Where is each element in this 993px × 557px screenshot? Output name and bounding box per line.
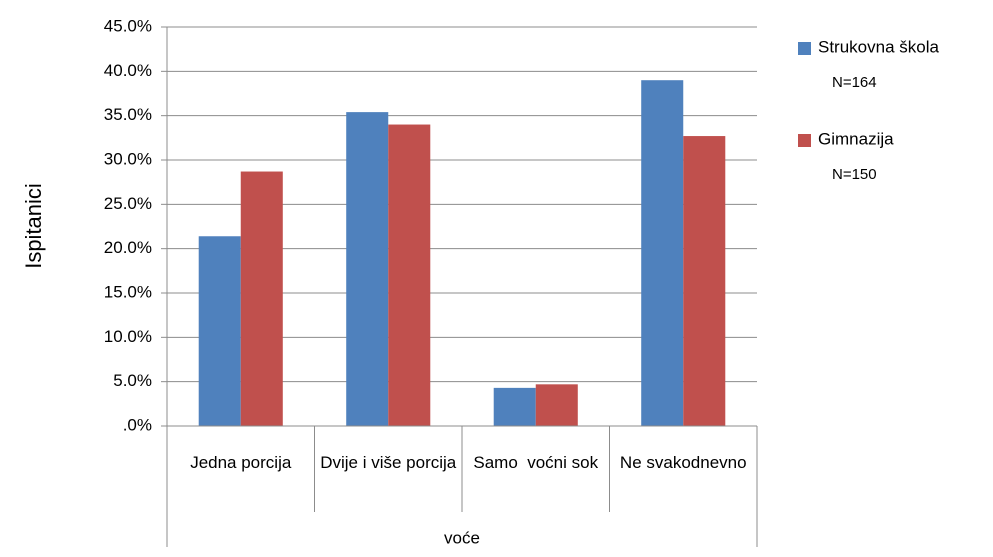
y-tick-label: 15.0% (104, 282, 152, 301)
bar (493, 387, 536, 426)
x-tick-label-box: Jedna porcija (190, 453, 292, 472)
bar (535, 384, 578, 426)
legend-note: N=150 (832, 166, 877, 183)
bar (683, 136, 726, 426)
y-tick-label: .0% (123, 415, 152, 434)
y-tick-label: 5.0% (113, 371, 152, 390)
bar (641, 80, 684, 426)
legend-label: Strukovna škola (818, 37, 939, 56)
bar (198, 236, 241, 426)
y-tick-label: 30.0% (104, 149, 152, 168)
y-tick-label: 10.0% (104, 327, 152, 346)
x-tick-label-box: Samo voćni sok (473, 453, 599, 472)
y-tick-label: 45.0% (104, 16, 152, 35)
x-tick-label-box: Dvije i više porcija (320, 453, 457, 472)
legend-swatch (798, 42, 811, 55)
y-axis-label: Ispitanici (21, 183, 46, 269)
x-tick-label: Ne svakodnevno (619, 453, 747, 472)
legend-swatch (798, 134, 811, 147)
x-tick-label: Dvije i više porcija (320, 453, 457, 472)
y-tick-label: 25.0% (104, 194, 152, 213)
x-tick-label: Samo voćni sok (473, 453, 599, 472)
x-tick-label: Jedna porcija (190, 453, 292, 472)
x-group-label: voće (444, 528, 480, 547)
x-tick-label-box: Ne svakodnevno (619, 453, 747, 472)
legend-note: N=164 (832, 74, 877, 91)
y-tick-label: 35.0% (104, 105, 152, 124)
y-tick-label: 40.0% (104, 61, 152, 80)
y-tick-label: 20.0% (104, 238, 152, 257)
bar (388, 124, 431, 427)
legend-label: Gimnazija (818, 129, 894, 148)
bar (346, 112, 389, 427)
bar (240, 171, 283, 426)
